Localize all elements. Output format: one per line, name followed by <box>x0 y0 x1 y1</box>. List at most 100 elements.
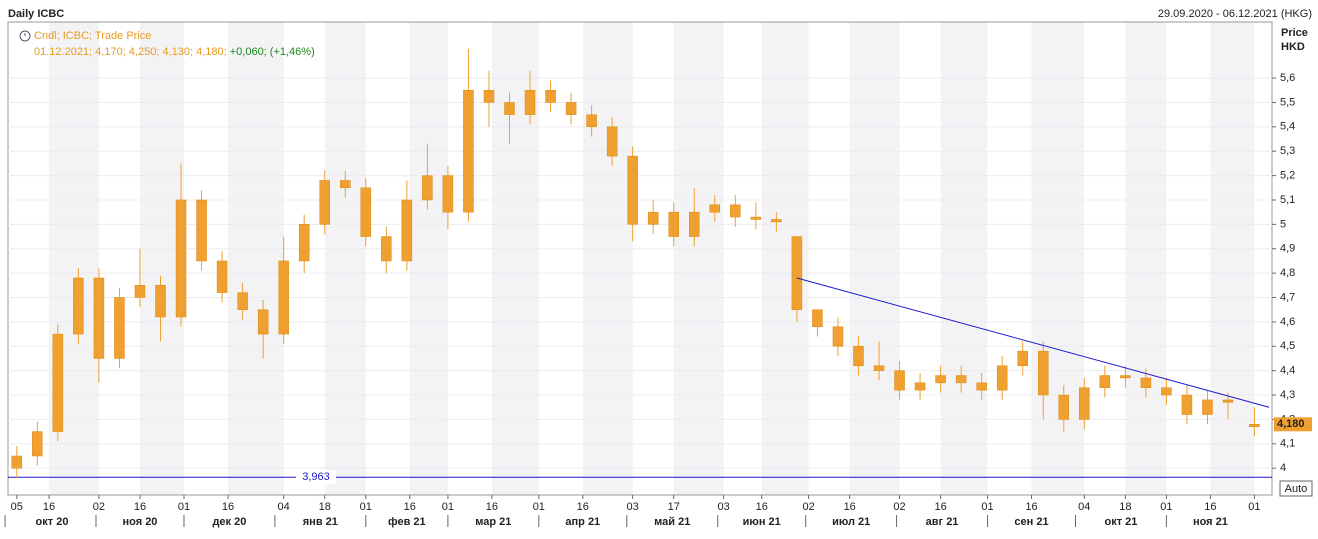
candle-body <box>73 277 84 335</box>
candle-body <box>216 260 228 293</box>
reference-label: 3,963 <box>302 471 330 483</box>
x-tick-label: 16 <box>934 501 946 513</box>
candle-body <box>709 204 721 213</box>
stripe <box>1125 22 1167 495</box>
stripe <box>673 22 724 495</box>
y-tick-label: 4,7 <box>1280 291 1295 303</box>
candle-body <box>237 292 248 310</box>
stripe <box>409 22 448 495</box>
candle-body <box>340 180 351 189</box>
candle-body <box>1249 424 1260 427</box>
candle-body <box>730 204 741 218</box>
x-tick-label: 01 <box>178 501 190 513</box>
x-tick-label: 16 <box>1025 501 1037 513</box>
candle-body <box>360 187 372 237</box>
x-tick-label: 16 <box>486 501 498 513</box>
chart-title: Daily ICBC <box>8 8 64 20</box>
y-axis-label: Price <box>1281 27 1308 39</box>
candle-body <box>114 297 125 359</box>
candle-body <box>483 90 495 103</box>
month-label: сен 21 <box>1014 516 1048 528</box>
stripe <box>1210 22 1255 495</box>
legend-ohlc: 01.12.2021; 4,170; 4,250; 4,130; 4,180; <box>34 46 227 58</box>
x-tick-label: 16 <box>404 501 416 513</box>
candle-body <box>1017 350 1028 367</box>
candle-body <box>524 90 536 115</box>
x-tick-label: 18 <box>1119 501 1131 513</box>
stripe <box>582 22 633 495</box>
month-label: май 21 <box>654 516 690 528</box>
y-tick-label: 5,5 <box>1280 96 1295 108</box>
x-tick-label: 16 <box>756 501 768 513</box>
stripe <box>324 22 366 495</box>
x-tick-label: 05 <box>11 501 23 513</box>
x-tick-label: 03 <box>627 501 639 513</box>
candle-body <box>565 102 577 115</box>
candle-body <box>32 431 43 457</box>
month-label: апр 21 <box>565 516 600 528</box>
y-tick-label: 5,1 <box>1280 194 1295 206</box>
x-tick-label: 16 <box>844 501 856 513</box>
month-label: окт 20 <box>36 516 69 528</box>
y-axis-unit: HKD <box>1281 41 1305 53</box>
candle-body <box>381 236 392 262</box>
last-price-label: 4,180 <box>1277 418 1305 430</box>
month-label: авг 21 <box>926 516 959 528</box>
candle-body <box>1181 394 1193 415</box>
candle-body <box>1222 399 1234 403</box>
x-tick-label: 01 <box>1160 501 1172 513</box>
auto-button[interactable] <box>1279 480 1313 497</box>
x-tick-label: 01 <box>981 501 993 513</box>
y-tick-label: 4,9 <box>1280 243 1295 255</box>
candle-body <box>832 326 844 347</box>
month-label: окт 21 <box>1105 516 1138 528</box>
month-label: июн 21 <box>743 516 781 528</box>
candle-body <box>93 277 105 359</box>
candle-body <box>894 370 905 391</box>
candle-body <box>996 365 1008 391</box>
candle-body <box>853 346 864 367</box>
x-tick-label: 16 <box>577 501 589 513</box>
auto-button-label[interactable]: Auto <box>1285 483 1308 495</box>
x-tick-label: 04 <box>1078 501 1090 513</box>
x-tick-label: 18 <box>319 501 331 513</box>
candle-body <box>401 199 413 262</box>
plot-frame <box>7 21 1273 496</box>
y-tick-label: 4 <box>1280 462 1286 474</box>
candle-body <box>812 309 823 328</box>
candle-body <box>873 365 885 371</box>
x-tick-label: 02 <box>893 501 905 513</box>
month-label: фев 21 <box>388 516 426 528</box>
x-tick-label: 01 <box>360 501 372 513</box>
candle-body <box>175 199 187 318</box>
candle-body <box>1099 375 1111 388</box>
candle-body <box>134 285 146 298</box>
x-tick-label: 16 <box>222 501 234 513</box>
x-tick-label: 16 <box>1204 501 1216 513</box>
stripe <box>1031 22 1085 495</box>
x-tick-label: 01 <box>442 501 454 513</box>
candle-body <box>11 455 23 469</box>
x-tick-label: 02 <box>93 501 105 513</box>
candle-body <box>422 175 433 201</box>
candle-body <box>791 236 803 310</box>
y-tick-label: 5,2 <box>1280 170 1295 182</box>
trendline <box>796 277 1270 408</box>
x-tick-label: 16 <box>134 501 146 513</box>
x-tick-label: 17 <box>668 501 680 513</box>
y-tick-label: 4,4 <box>1280 365 1295 377</box>
y-tick-label: 4,5 <box>1280 340 1295 352</box>
candle-body <box>606 126 618 157</box>
x-tick-label: 04 <box>278 501 290 513</box>
candle-body <box>463 90 474 213</box>
month-label: янв 21 <box>303 516 338 528</box>
candle-body <box>278 260 289 335</box>
candle-body <box>1161 387 1172 396</box>
x-tick-label: 01 <box>1248 501 1260 513</box>
y-tick-label: 4,3 <box>1280 389 1295 401</box>
month-label: июл 21 <box>832 516 870 528</box>
candle-body <box>1140 377 1152 388</box>
x-tick-label: 02 <box>803 501 815 513</box>
